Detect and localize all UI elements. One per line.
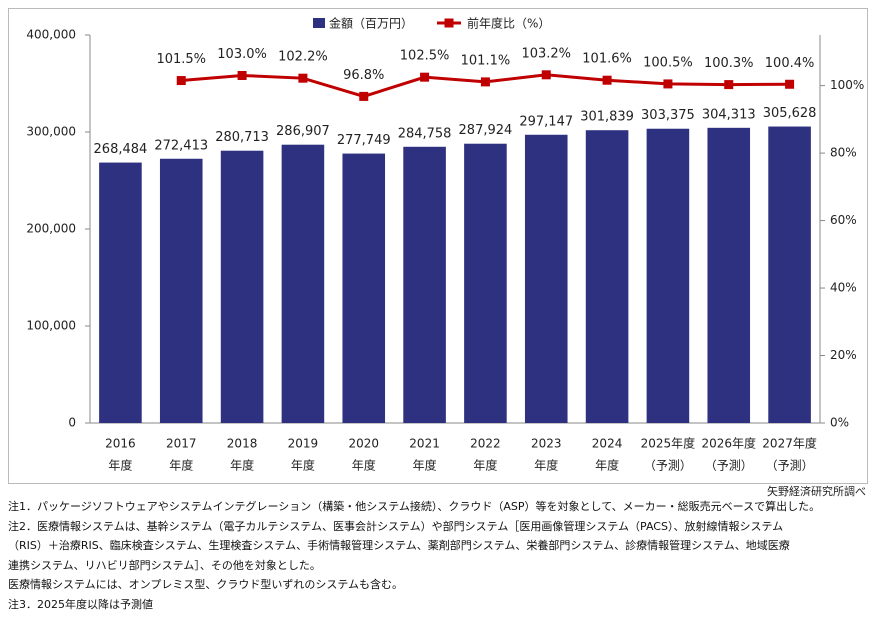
x-tick-label: 年度 (473, 458, 497, 473)
bar (342, 153, 386, 423)
bar-label: 287,924 (459, 123, 513, 138)
y-tick-label: 200,000 (26, 222, 76, 236)
x-tick-label: 年度 (413, 458, 437, 473)
line-label: 96.8% (343, 68, 384, 83)
x-tick-label: 2018 (227, 437, 258, 451)
bar (524, 134, 568, 424)
x-tick-label: 2020 (348, 437, 379, 451)
line-label: 101.1% (461, 53, 511, 68)
bar (464, 143, 507, 423)
x-tick-label: 年度 (230, 458, 254, 473)
bar (585, 130, 629, 423)
line-label: 103.2% (521, 46, 571, 61)
bar-label: 272,413 (154, 138, 208, 153)
legend-label: 前年度比（%） (467, 16, 550, 31)
x-tick-label: 2026年度 (701, 436, 756, 451)
line-label: 100.3% (704, 56, 754, 71)
x-tick-label: 2023 (531, 437, 562, 451)
bar-label: 303,375 (641, 108, 695, 123)
chart: 矢野経済研究所調べ 0 100,000 200,000 300,000 400,000 0… (8, 8, 868, 498)
bar-label: 284,758 (398, 126, 452, 141)
y-tick-label: 300,000 (26, 125, 76, 139)
line-label: 102.5% (400, 49, 450, 64)
line-label: 100.5% (643, 55, 693, 70)
line-marker (663, 79, 673, 89)
legend-swatch (313, 18, 325, 28)
y2-tick-label: 100% (830, 78, 864, 92)
x-tick-label: （予測） (644, 459, 692, 473)
y2-tick-label: 20% (830, 348, 857, 362)
note-line: 医療情報システムには、オンプレミス型、クラウド型いずれのシステムも含む。 (8, 578, 404, 591)
x-tick-label: 年度 (108, 458, 132, 473)
bar-label: 297,147 (519, 114, 573, 129)
y2-tick-label: 0% (830, 416, 849, 430)
y-tick-label: 100,000 (26, 319, 76, 333)
y2-tick-label: 60% (830, 213, 857, 227)
line-marker (420, 72, 430, 82)
line-marker (480, 77, 490, 87)
notes: 注1．パッケージソフトウェアやシステムインテグレーション（構築・他システム接続）… (8, 497, 874, 614)
y2-tick-label: 80% (830, 146, 857, 160)
y-tick-label: 0 (68, 416, 76, 430)
bar-label: 277,749 (337, 133, 391, 148)
line-label: 103.0% (217, 47, 267, 62)
bar (159, 158, 203, 423)
bar-label: 304,313 (702, 107, 756, 122)
x-tick-label: 年度 (595, 458, 619, 473)
x-tick-label: （予測） (705, 459, 753, 473)
line-marker (298, 73, 308, 83)
bar-label: 301,839 (580, 110, 634, 125)
y2-tick-label: 40% (830, 281, 857, 295)
x-tick-label: 年度 (352, 458, 376, 473)
line-label: 101.5% (156, 52, 206, 67)
bar-label: 286,907 (276, 124, 330, 139)
bar (403, 146, 446, 424)
bar (281, 144, 325, 424)
x-tick-label: 2022 (470, 437, 501, 451)
legend-label: 金額（百万円） (329, 16, 413, 31)
line-marker (237, 70, 247, 80)
line-marker (359, 91, 369, 101)
bar-label: 268,484 (94, 142, 148, 157)
note-line: 注1．パッケージソフトウェアやシステムインテグレーション（構築・他システム接続）… (8, 500, 821, 513)
x-tick-label: 2017 (166, 437, 197, 451)
line-label: 102.2% (278, 50, 328, 65)
note-line: 注2．医療情報システムは、基幹システム（電子カルテシステム、医事会計システム）や… (8, 519, 784, 533)
line-marker (785, 79, 795, 89)
bar (646, 128, 690, 423)
legend-swatch (444, 18, 454, 28)
x-tick-label: 年度 (291, 458, 315, 473)
x-tick-label: 年度 (169, 458, 193, 473)
x-tick-label: （予測） (766, 459, 814, 473)
x-tick-label: 2024 (592, 437, 623, 451)
line-marker (541, 70, 551, 80)
bar (768, 126, 811, 424)
line-marker (724, 80, 734, 90)
line-label: 101.6% (582, 52, 632, 67)
x-tick-label: 2021 (409, 437, 440, 451)
bar-label: 280,713 (215, 130, 269, 145)
bar (220, 150, 264, 424)
source: 矢野経済研究所調べ (767, 484, 866, 498)
bar (99, 162, 142, 423)
x-tick-label: 2027年度 (762, 436, 817, 451)
note-line: （RIS）＋治療RIS、臨床検査システム、生理検査システム、手術情報管理システム… (8, 539, 790, 552)
note-line: 注3．2025年度以降は予測値 (8, 597, 153, 611)
bar-label: 305,628 (763, 106, 817, 121)
note-line: 連携システム、リハビリ部門システム］、その他を対象とした。 (8, 558, 321, 572)
line-label: 100.4% (765, 56, 815, 71)
line-marker (602, 75, 612, 85)
y-tick-label: 400,000 (26, 28, 76, 42)
chart-frame (8, 8, 868, 484)
x-tick-label: 2016 (105, 437, 136, 451)
x-tick-label: 年度 (534, 458, 558, 473)
x-tick-label: 2019 (288, 437, 319, 451)
x-tick-label: 2025年度 (641, 436, 696, 451)
bar (707, 127, 751, 423)
line-marker (176, 76, 186, 86)
